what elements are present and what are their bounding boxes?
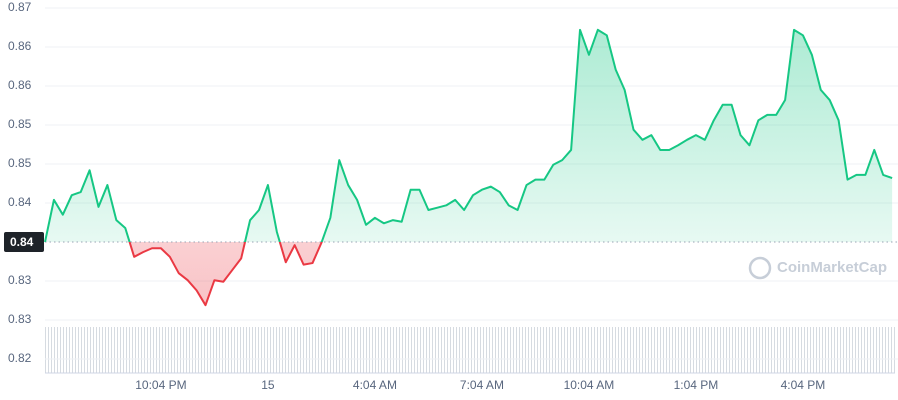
y-tick-label: 0.84 — [8, 195, 32, 209]
x-tick-label: 4:04 AM — [353, 378, 397, 392]
x-tick-label: 1:04 PM — [674, 378, 719, 392]
y-tick-label: 0.85 — [8, 156, 32, 170]
x-tick-label: 10:04 AM — [564, 378, 615, 392]
y-tick-label: 0.83 — [8, 273, 32, 287]
area-up — [45, 29, 893, 242]
volume-bars — [45, 327, 895, 373]
x-tick-label: 10:04 PM — [135, 378, 186, 392]
y-tick-label: 0.85 — [8, 117, 32, 131]
y-tick-label: 0.86 — [8, 39, 32, 53]
area-down — [45, 242, 893, 306]
y-tick-label: 0.83 — [8, 312, 32, 326]
price-line-up — [44, 28, 893, 242]
baseline-label-box — [4, 232, 44, 252]
watermark-text: CoinMarketCap — [777, 259, 887, 276]
y-tick-label: 0.87 — [8, 0, 32, 14]
x-tick-label: 4:04 PM — [781, 378, 826, 392]
baseline-label: 0.84 — [10, 235, 34, 249]
y-tick-label: 0.86 — [8, 78, 32, 92]
y-tick-label: 0.82 — [8, 351, 32, 365]
x-tick-label: 7:04 AM — [460, 378, 504, 392]
watermark: CoinMarketCap — [748, 256, 887, 280]
price-line-down — [45, 242, 323, 307]
x-tick-label: 15 — [261, 378, 275, 392]
